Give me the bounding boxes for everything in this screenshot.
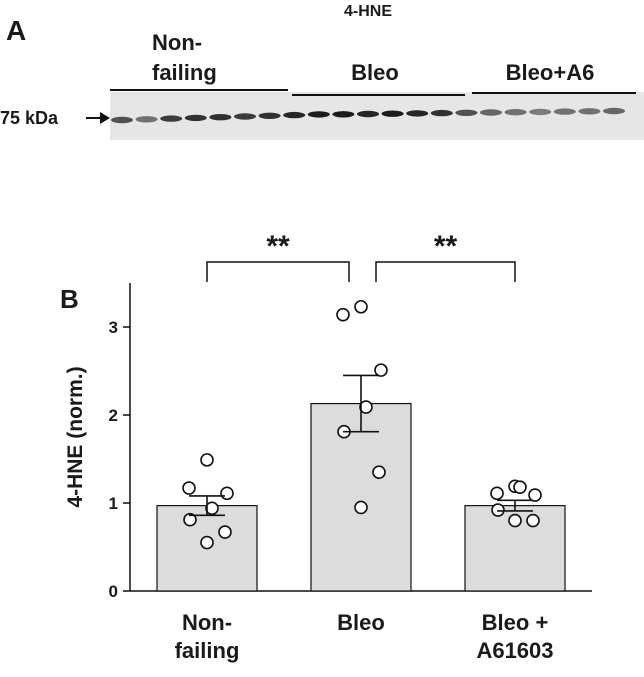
blot-title: 4-HNE (344, 3, 392, 20)
group-label: Bleo (351, 60, 399, 85)
blot-band (209, 114, 232, 121)
data-point (182, 481, 196, 495)
error-bar (343, 374, 379, 433)
blot-band (406, 110, 429, 117)
blot-band (283, 111, 306, 119)
data-point (200, 453, 214, 467)
blot-band (480, 109, 502, 116)
y-tick-label: 3 (109, 318, 118, 337)
marker-label: 75 kDa (0, 108, 59, 128)
blot-band (553, 108, 576, 115)
data-point (336, 307, 350, 322)
blot-band (455, 109, 478, 117)
x-tick-label: Bleo + (482, 610, 549, 635)
group-label: failing (152, 60, 217, 85)
data-point (490, 486, 504, 501)
blot-bands (111, 107, 625, 124)
data-point (354, 500, 368, 515)
data-point (528, 488, 542, 502)
data-point (513, 480, 527, 494)
data-point (183, 512, 197, 527)
blot-band (258, 112, 281, 120)
blot-band (504, 109, 527, 116)
blot-band (357, 110, 379, 118)
blot-band (603, 107, 625, 115)
significance-bracket (375, 261, 516, 282)
panel-label: A (6, 15, 26, 46)
error-bar (189, 495, 225, 517)
blot-band (332, 111, 355, 118)
data-point (526, 513, 540, 528)
blot-band (381, 110, 404, 117)
blot-band (160, 115, 183, 122)
data-point (200, 535, 214, 550)
blot-band (578, 108, 601, 115)
significance-label: ** (434, 230, 458, 263)
data-point (218, 525, 232, 539)
y-tick-label: 2 (109, 406, 118, 425)
blot-band (111, 116, 133, 124)
x-tick-label: Non- (182, 610, 232, 635)
data-point (374, 363, 388, 377)
x-tick-label: A61603 (476, 638, 553, 663)
y-tick-label: 1 (109, 494, 118, 513)
significance-bracket (206, 261, 350, 282)
blot-band (184, 114, 207, 122)
data-point (372, 465, 386, 480)
x-tick-label: Bleo (337, 610, 385, 635)
blot-band (234, 113, 256, 120)
blot-band (307, 111, 330, 118)
data-point (491, 503, 505, 517)
significance-label: ** (266, 230, 290, 263)
data-point (354, 299, 368, 314)
panel-label: B (60, 284, 79, 314)
y-tick-label: 0 (109, 582, 118, 601)
data-point (359, 400, 373, 414)
blot-band (135, 116, 158, 123)
data-point (205, 501, 219, 516)
bar (310, 402, 412, 592)
marker-arrowhead (100, 112, 110, 124)
y-axis-label: 4-HNE (norm.) (64, 366, 87, 507)
error-bar (497, 499, 533, 512)
data-point (508, 513, 522, 528)
blot-band (430, 109, 453, 117)
group-label: Non- (152, 30, 202, 55)
x-tick-label: failing (175, 638, 240, 663)
group-label: Bleo+A6 (506, 60, 595, 85)
data-point (220, 486, 234, 501)
blot-band (529, 108, 552, 116)
